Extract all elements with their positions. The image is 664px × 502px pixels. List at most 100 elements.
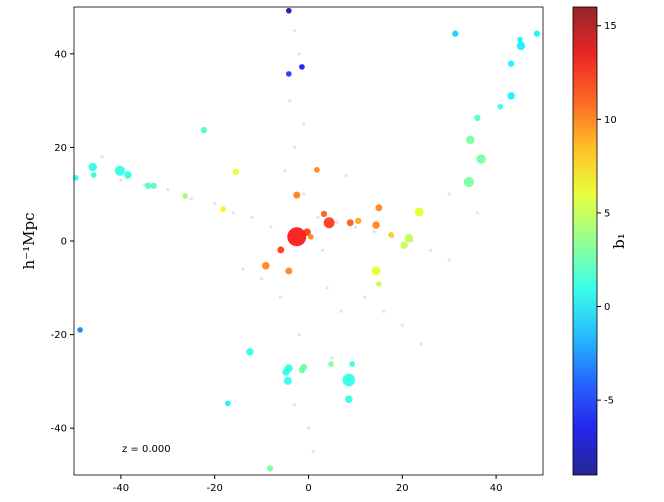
- particle: [119, 178, 123, 182]
- x-tick-label: 40: [490, 483, 503, 494]
- particle: [283, 169, 287, 173]
- particle: [344, 173, 348, 178]
- halo-point: [372, 221, 380, 229]
- y-tick-label: 0: [61, 237, 67, 248]
- particle: [292, 403, 297, 407]
- halo-point: [308, 233, 314, 240]
- halo-point: [507, 92, 515, 100]
- halo-point: [400, 241, 408, 249]
- particle: [297, 52, 301, 56]
- halo-point: [124, 171, 132, 179]
- y-tick-label: -40: [51, 424, 67, 435]
- particle: [241, 267, 245, 271]
- colorbar-tick-label: 10: [604, 115, 617, 126]
- halo-point: [262, 262, 270, 270]
- halo-point: [283, 376, 292, 385]
- y-tick-label: 20: [54, 143, 67, 154]
- halo-point: [346, 219, 354, 227]
- halo-point: [474, 114, 481, 122]
- halo-point: [452, 30, 459, 37]
- halo-point: [376, 281, 382, 287]
- particle: [297, 333, 301, 337]
- y-tick-label: 40: [54, 49, 67, 60]
- halo-point: [200, 126, 208, 134]
- halo-point: [371, 266, 381, 276]
- particle: [320, 248, 325, 252]
- particle: [292, 28, 297, 32]
- halo-point: [220, 206, 226, 213]
- halo-point: [320, 210, 328, 218]
- particle: [292, 145, 297, 149]
- halo-point: [144, 182, 152, 189]
- halo-point: [345, 395, 353, 403]
- particle: [400, 323, 404, 327]
- halo-point: [298, 367, 306, 374]
- halo-point: [328, 361, 334, 367]
- halo-point: [287, 227, 307, 247]
- particle: [447, 192, 451, 196]
- halo-point: [150, 182, 157, 189]
- particle: [447, 258, 451, 262]
- particle: [306, 426, 311, 430]
- particle: [419, 342, 423, 346]
- halo-point: [73, 174, 79, 181]
- colorbar-tick-label: 5: [604, 208, 610, 219]
- particle: [372, 230, 376, 234]
- x-tick-label: 20: [396, 483, 409, 494]
- halo-point: [77, 327, 83, 333]
- halo-point: [497, 103, 504, 110]
- x-tick-label: -40: [113, 483, 129, 494]
- particle: [260, 276, 264, 281]
- particle: [381, 309, 386, 313]
- plot-frame: [73, 6, 544, 476]
- particle: [316, 216, 320, 220]
- halo-point: [466, 135, 475, 145]
- halo-point: [533, 30, 541, 37]
- halo-point: [282, 368, 290, 376]
- halo-point: [88, 162, 98, 172]
- halo-point: [323, 217, 335, 229]
- colorbar-tick-label: 0: [604, 302, 610, 313]
- halo-point: [182, 193, 188, 199]
- halo-point: [404, 233, 414, 243]
- halo-point: [414, 207, 424, 217]
- particle: [311, 450, 315, 454]
- colorbar: [572, 6, 598, 476]
- particle: [339, 309, 343, 313]
- x-tick-label: 0: [305, 483, 311, 494]
- halo-point: [388, 232, 394, 238]
- halo-point: [285, 71, 292, 77]
- particle: [288, 99, 292, 103]
- halo-point: [277, 246, 285, 254]
- colorbar-tick-label: 15: [604, 21, 617, 32]
- annotation: z = 0.000: [122, 444, 171, 455]
- halo-point: [293, 191, 301, 199]
- halo-point: [232, 168, 239, 175]
- halo-point: [355, 217, 362, 225]
- particle: [302, 192, 306, 196]
- halo-point: [463, 176, 474, 188]
- particle: [166, 187, 170, 192]
- colorbar-tick-label: -5: [604, 396, 614, 407]
- x-tick-label: -20: [207, 483, 223, 494]
- particle: [231, 211, 236, 215]
- halo-point: [114, 165, 126, 176]
- particle: [269, 225, 273, 229]
- halo-point: [375, 204, 383, 212]
- y-tick-label: -20: [51, 330, 67, 341]
- halo-point: [299, 64, 305, 70]
- particle: [250, 216, 254, 220]
- halo-point: [246, 348, 254, 356]
- particle: [213, 201, 217, 206]
- halo-point: [266, 465, 274, 472]
- halo-point: [349, 361, 355, 367]
- particle: [353, 225, 357, 229]
- halo-point: [314, 167, 320, 173]
- halo-point: [517, 36, 523, 43]
- halo-point: [507, 60, 515, 67]
- halo-point: [342, 373, 356, 387]
- particle: [335, 220, 339, 224]
- halo-point: [225, 400, 231, 407]
- particle: [100, 155, 104, 159]
